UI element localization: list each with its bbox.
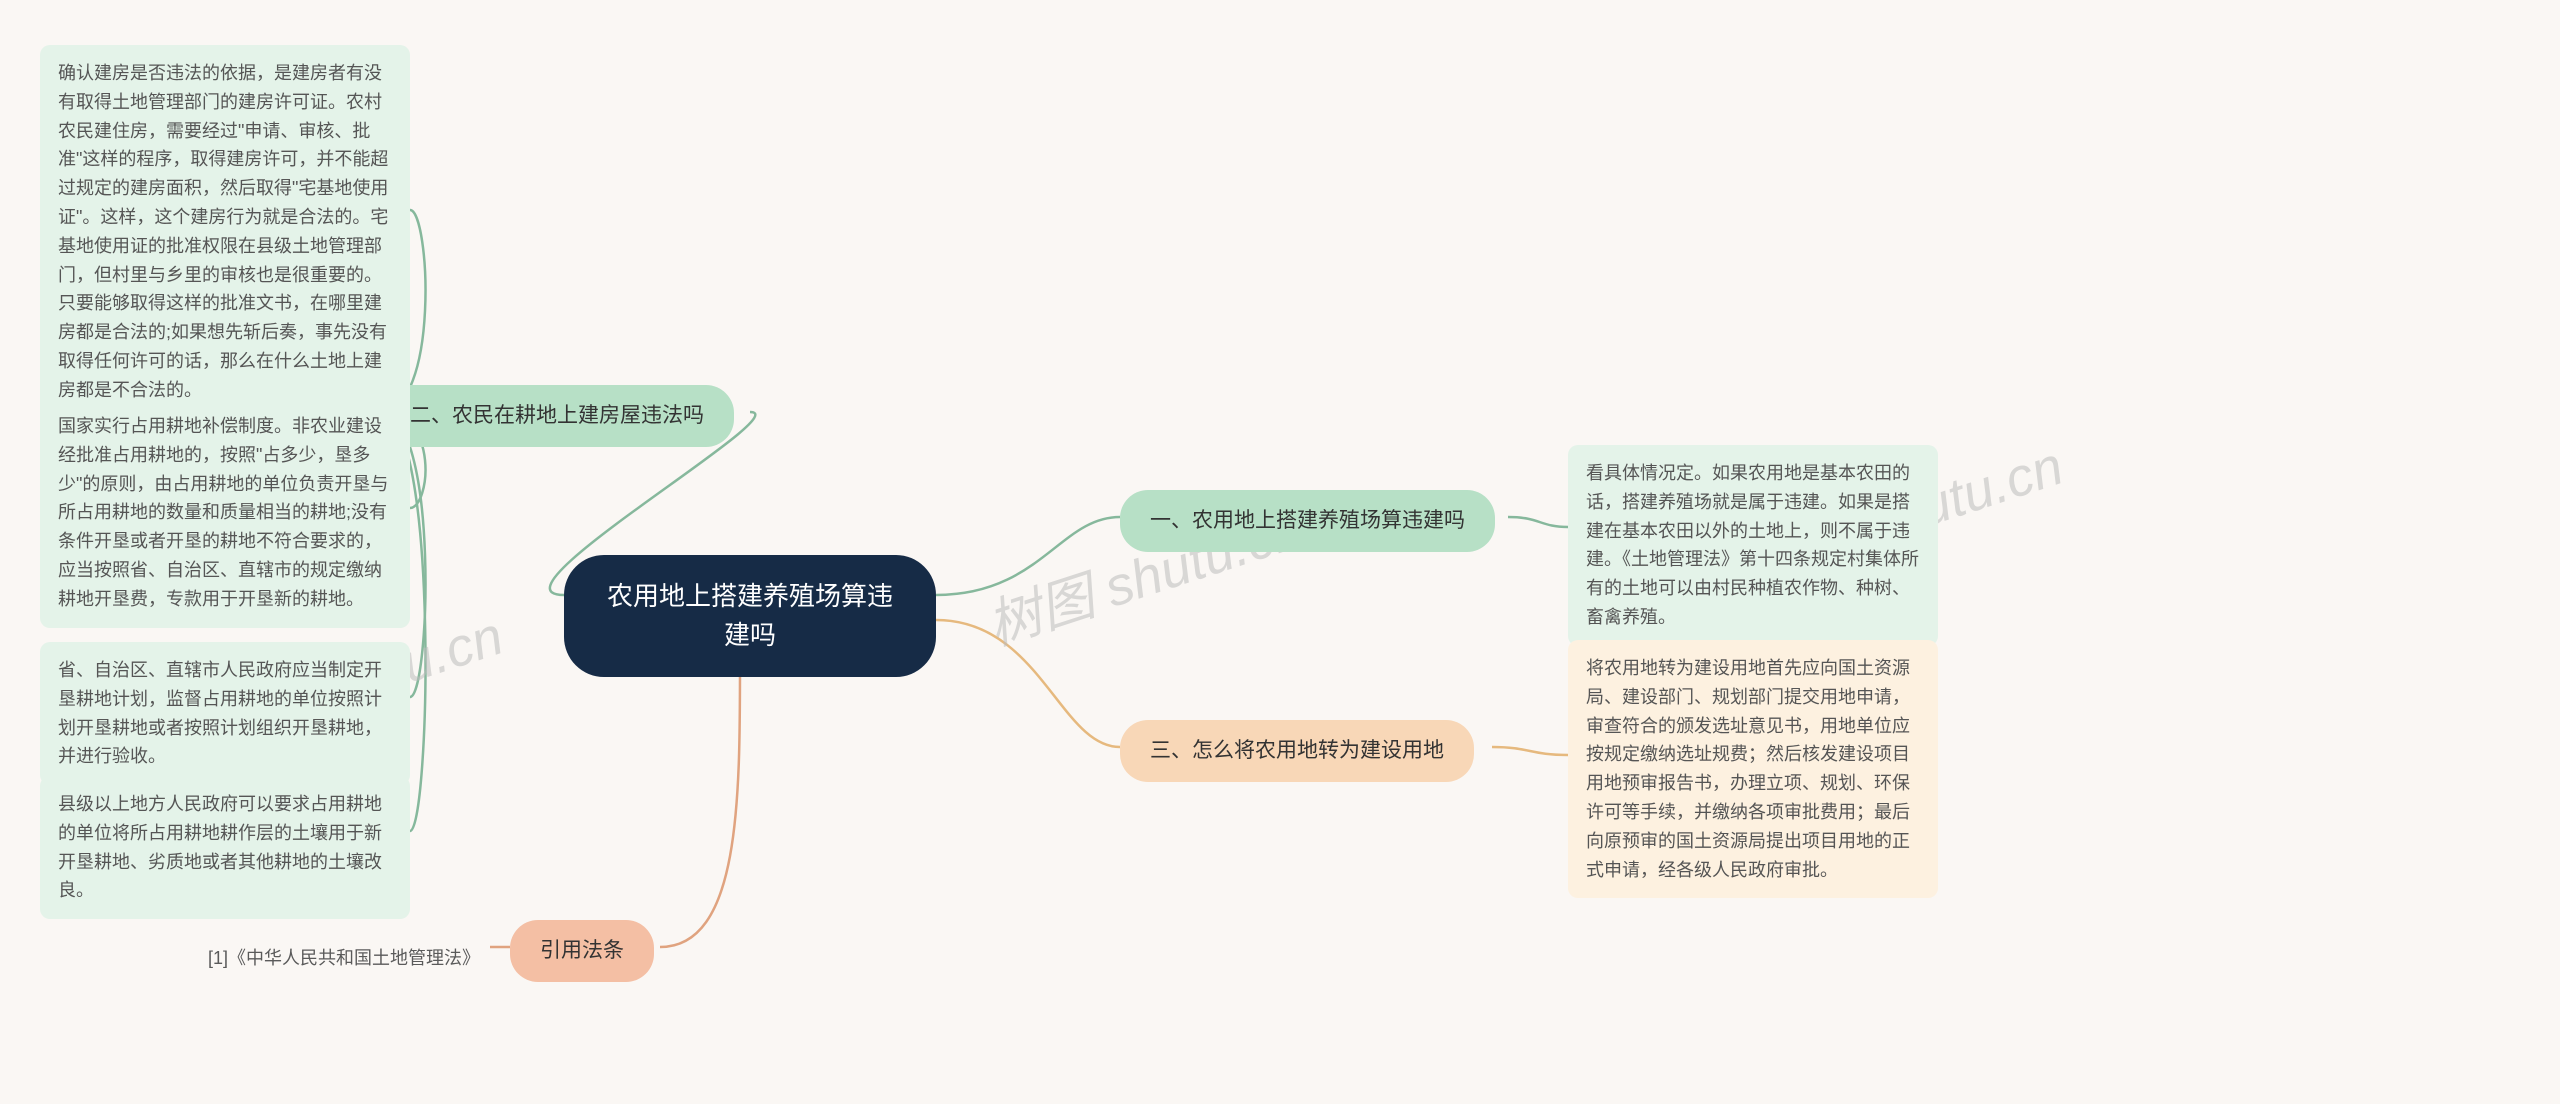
leaf-b2l2[interactable]: 国家实行占用耕地补偿制度。非农业建设经批准占用耕地的，按照"占多少，垦多少"的原… <box>40 398 410 628</box>
root-label: 农用地上搭建养殖场算违 建吗 <box>607 581 893 650</box>
edge <box>1508 517 1568 527</box>
leaf-text: 确认建房是否违法的依据，是建房者有没有取得土地管理部门的建房许可证。农村农民建住… <box>58 63 388 400</box>
leaf-text: 县级以上地方人民政府可以要求占用耕地的单位将所占用耕地耕作层的土壤用于新开垦耕地… <box>58 794 382 900</box>
branch-label: 一、农用地上搭建养殖场算违建吗 <box>1150 509 1465 532</box>
branch-b3[interactable]: 三、怎么将农用地转为建设用地 <box>1120 720 1474 782</box>
branch-label: 二、农民在耕地上建房屋违法吗 <box>410 404 704 427</box>
leaf-b4l1[interactable]: [1]《中华人民共和国土地管理法》 <box>190 930 490 987</box>
branch-b1[interactable]: 一、农用地上搭建养殖场算违建吗 <box>1120 490 1495 552</box>
edge <box>936 517 1120 595</box>
leaf-b3l1[interactable]: 将农用地转为建设用地首先应向国土资源局、建设部门、规划部门提交用地申请，审查符合… <box>1568 640 1938 898</box>
edge <box>1492 747 1568 755</box>
leaf-text: 看具体情况定。如果农用地是基本农田的话，搭建养殖场就是属于违建。如果是搭建在基本… <box>1586 463 1919 627</box>
leaf-text: 国家实行占用耕地补偿制度。非农业建设经批准占用耕地的，按照"占多少，垦多少"的原… <box>58 416 388 609</box>
branch-label: 引用法条 <box>540 939 624 962</box>
edge <box>660 661 740 947</box>
leaf-text: 省、自治区、直辖市人民政府应当制定开垦耕地计划，监督占用耕地的单位按照计划开垦耕… <box>58 660 382 766</box>
edge <box>936 620 1120 747</box>
leaf-text: [1]《中华人民共和国土地管理法》 <box>208 948 480 968</box>
branch-b4[interactable]: 引用法条 <box>510 920 654 982</box>
branch-b2[interactable]: 二、农民在耕地上建房屋违法吗 <box>380 385 734 447</box>
leaf-b1l1[interactable]: 看具体情况定。如果农用地是基本农田的话，搭建养殖场就是属于违建。如果是搭建在基本… <box>1568 445 1938 646</box>
root-node[interactable]: 农用地上搭建养殖场算违 建吗 <box>564 555 936 677</box>
leaf-b2l4[interactable]: 县级以上地方人民政府可以要求占用耕地的单位将所占用耕地耕作层的土壤用于新开垦耕地… <box>40 776 410 919</box>
leaf-b2l3[interactable]: 省、自治区、直辖市人民政府应当制定开垦耕地计划，监督占用耕地的单位按照计划开垦耕… <box>40 642 410 785</box>
leaf-text: 将农用地转为建设用地首先应向国土资源局、建设部门、规划部门提交用地申请，审查符合… <box>1586 658 1910 880</box>
branch-label: 三、怎么将农用地转为建设用地 <box>1150 739 1444 762</box>
leaf-b2l1[interactable]: 确认建房是否违法的依据，是建房者有没有取得土地管理部门的建房许可证。农村农民建住… <box>40 45 410 419</box>
